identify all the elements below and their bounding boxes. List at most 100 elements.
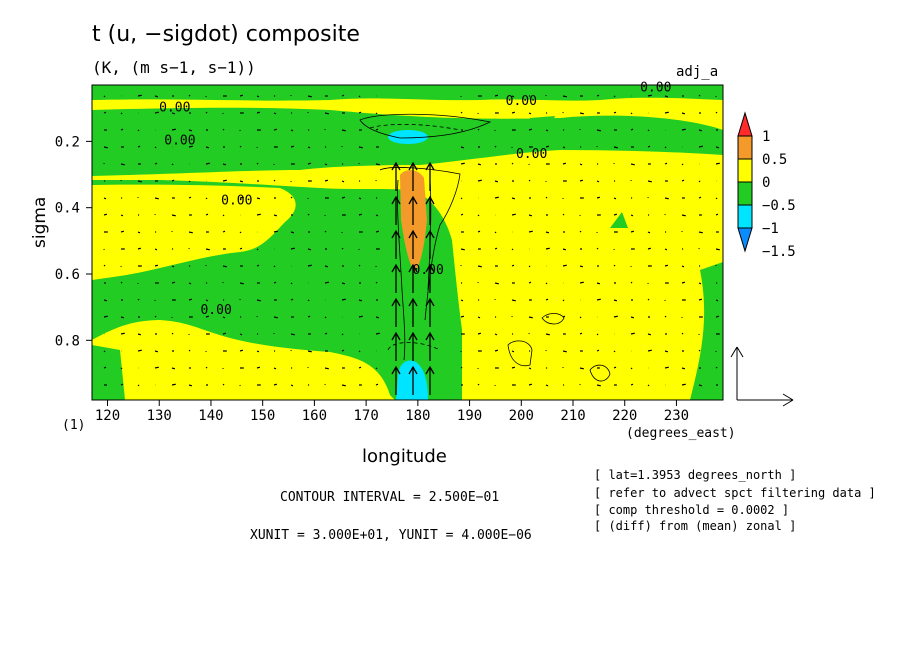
vector-arrow (205, 315, 210, 318)
vector-arrow (630, 281, 633, 284)
vector-arrow (460, 197, 463, 200)
vector-arrow (477, 383, 480, 386)
y-axis-ticks: 0.2 0.4 0.6 0.8 (55, 134, 92, 349)
vector-arrow (715, 162, 720, 165)
vector-arrow (273, 281, 277, 284)
vector-arrow (715, 111, 718, 114)
contour-label: 0.00 (200, 303, 231, 318)
y-tick-label: 0.4 (55, 201, 80, 217)
vector-arrow (647, 349, 652, 352)
vector-arrow (698, 298, 703, 301)
vector-arrow (664, 162, 668, 165)
vector-arrow (341, 333, 344, 336)
vector-arrow (324, 230, 327, 233)
vector-arrow (256, 366, 261, 369)
vector-arrow (222, 230, 226, 233)
vector-arrow (256, 299, 261, 302)
colorbar-top-triangle (737, 111, 753, 137)
vector-arrow (613, 95, 616, 98)
vector-arrow (154, 95, 159, 98)
vector-arrow (137, 94, 142, 97)
vector-arrow (273, 214, 278, 217)
vector-arrow (103, 95, 106, 98)
vector-arrow (222, 179, 227, 182)
filter-note: [ refer to advect spct filtering data ] (594, 486, 876, 500)
vector-arrow (596, 180, 600, 183)
vector-arrow (307, 350, 312, 353)
vector-arrow (630, 163, 635, 166)
vector-arrow (341, 94, 345, 97)
vector-arrow (681, 112, 686, 115)
vector-arrow (664, 315, 667, 318)
vector-arrow (222, 383, 225, 386)
vector-arrow (681, 214, 686, 217)
vector-arrow (511, 248, 514, 251)
vector-arrow (477, 265, 482, 268)
contour-label: 0.00 (506, 94, 537, 109)
vector-arrow (103, 366, 107, 369)
colorbar-label: −1.5 (762, 244, 796, 260)
vector-arrow (545, 333, 550, 336)
vector-arrow (494, 282, 499, 285)
vector-arrow (477, 163, 482, 166)
vector-arrow (188, 145, 193, 148)
vector-arrow (375, 316, 380, 319)
vector-arrow (528, 383, 533, 386)
updraft-arrowhead (425, 331, 435, 341)
vector-arrow (120, 112, 123, 115)
vector-arrow (562, 315, 566, 318)
contour-label: 0.00 (516, 147, 547, 162)
vector-arrow (154, 146, 157, 149)
x-axis-unit: (degrees_east) (626, 426, 736, 441)
vector-arrow (239, 247, 243, 250)
vector-arrow (681, 163, 684, 166)
x-tick-label: 230 (664, 408, 689, 424)
vector-arrow (477, 128, 480, 131)
vector-arrow (579, 179, 584, 182)
vector-arrow (630, 112, 633, 115)
vector-arrow (528, 265, 531, 268)
vector-arrow (290, 196, 293, 199)
x-tick-label: 170 (353, 408, 378, 424)
vector-arrow (171, 128, 176, 131)
vector-arrow (324, 163, 328, 166)
vector-arrow (562, 248, 567, 251)
vector-arrow (664, 111, 669, 114)
vector-arrow (545, 384, 549, 387)
x-tick-label: 200 (509, 408, 534, 424)
vector-arrow (341, 247, 344, 250)
colorbar-segment (737, 181, 753, 206)
vector-arrow (511, 350, 515, 353)
vector-arrow (579, 112, 584, 115)
vector-arrow (137, 298, 140, 301)
vector-arrow (273, 112, 277, 115)
vector-arrow (681, 367, 686, 370)
vector-arrow (103, 213, 108, 216)
region-east-edge (690, 262, 723, 400)
vector-arrow (494, 145, 497, 148)
vector-arrow (103, 299, 108, 302)
vector-arrow (120, 214, 124, 217)
vector-arrow (494, 231, 497, 234)
vector-arrow (630, 316, 635, 319)
vector-arrow (579, 281, 584, 284)
vector-arrow (222, 316, 226, 319)
vector-arrow (613, 213, 618, 216)
vector-arrow (647, 231, 651, 234)
updraft-arrowhead (391, 297, 401, 307)
vector-arrow (239, 180, 244, 183)
vector-arrow (528, 112, 532, 115)
x-tick-label: 180 (405, 408, 430, 424)
vector-arrow (596, 282, 601, 285)
vector-arrow (715, 213, 719, 216)
vector-arrow (715, 197, 718, 200)
updraft-vectors (391, 161, 435, 395)
vector-arrow (613, 146, 618, 149)
vector-arrow (630, 128, 634, 131)
updraft-arrowhead (391, 263, 401, 273)
vector-arrow (596, 94, 600, 97)
contour-label: 0.00 (164, 134, 195, 149)
colorbar-segment (737, 204, 753, 229)
vector-arrow (460, 146, 465, 149)
